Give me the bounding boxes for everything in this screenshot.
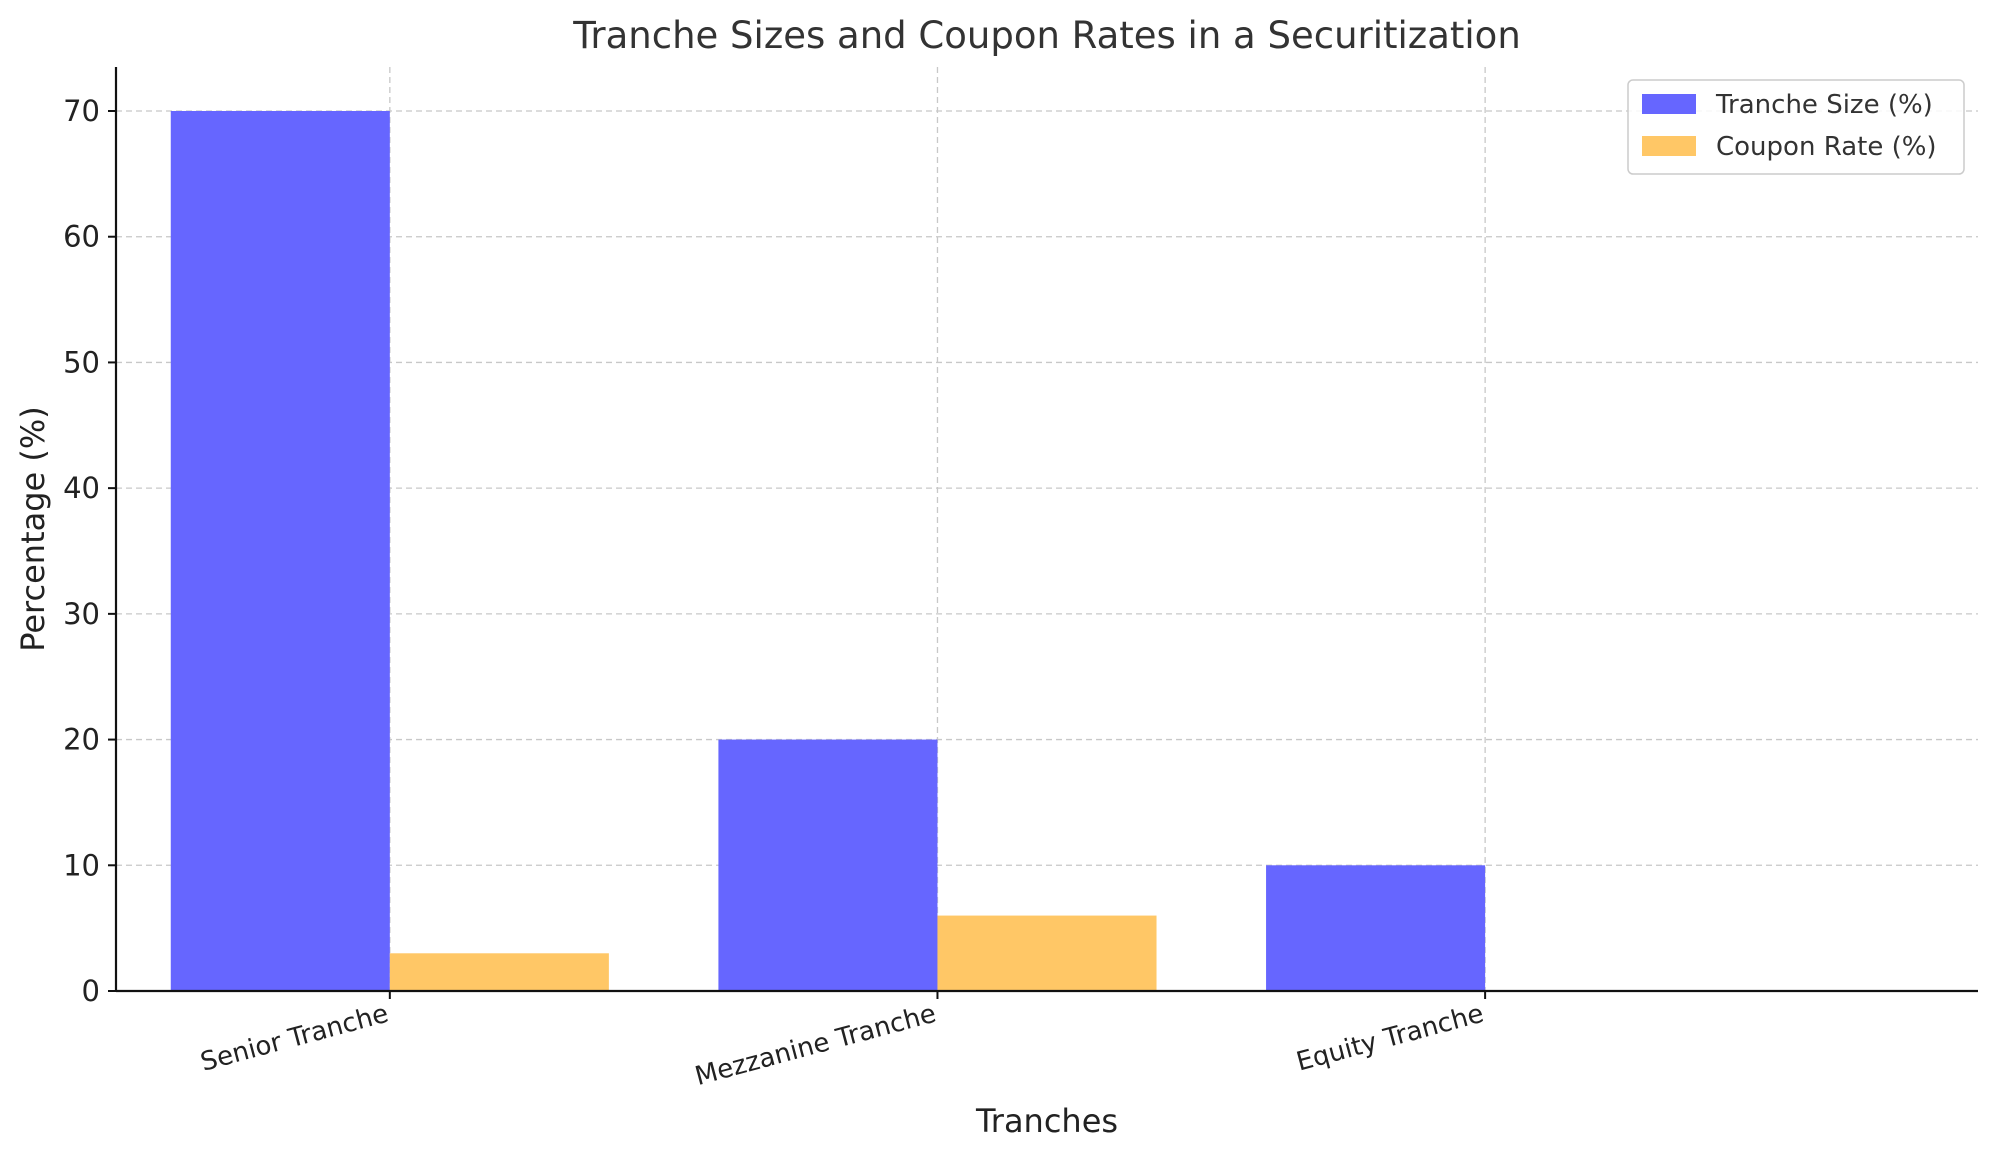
bar-tranche-size-mezzanine-tranche	[718, 739, 938, 991]
y-ticks: 0 10 20 30 40 50 60 70	[63, 94, 116, 1008]
legend-label: Coupon Rate (%)	[1716, 132, 1937, 162]
legend-box	[1627, 79, 1965, 175]
y-tick-label: 60	[63, 220, 100, 254]
legend-swatch	[1642, 136, 1696, 156]
grid-layer	[116, 67, 1978, 991]
legend-label: Tranche Size (%)	[1715, 90, 1933, 120]
y-tick-label: 70	[63, 94, 100, 128]
chart-title: Tranche Sizes and Coupon Rates in a Secu…	[572, 14, 1521, 57]
x-tick-label: Senior Tranche	[197, 999, 391, 1078]
x-tick-label: Mezzanine Tranche	[692, 999, 939, 1092]
bar-tranche-size-senior-tranche	[170, 111, 390, 991]
bar-tranche-size-equity-tranche	[1266, 865, 1486, 991]
y-tick-label: 50	[63, 345, 100, 379]
x-tick-label: Equity Tranche	[1293, 999, 1487, 1078]
y-tick-label: 0	[82, 974, 100, 1008]
axes-layer	[114, 67, 1978, 993]
y-axis-label: Percentage (%)	[14, 406, 52, 652]
legend-swatch	[1642, 94, 1696, 114]
y-tick-label: 40	[63, 471, 100, 505]
y-tick-label: 30	[63, 597, 100, 631]
bars-layer	[170, 111, 1486, 991]
y-tick-label: 10	[63, 848, 100, 882]
y-tick-label: 20	[63, 723, 100, 757]
bar-coupon-rate-mezzanine-tranche	[937, 915, 1157, 991]
legend: Tranche Size (%) Coupon Rate (%)	[1627, 79, 1965, 175]
x-ticks: Senior Tranche Mezzanine Tranche Equity Tr…	[197, 991, 1487, 1092]
x-axis-label: Tranches	[975, 1102, 1118, 1140]
bar-coupon-rate-senior-tranche	[389, 953, 609, 991]
